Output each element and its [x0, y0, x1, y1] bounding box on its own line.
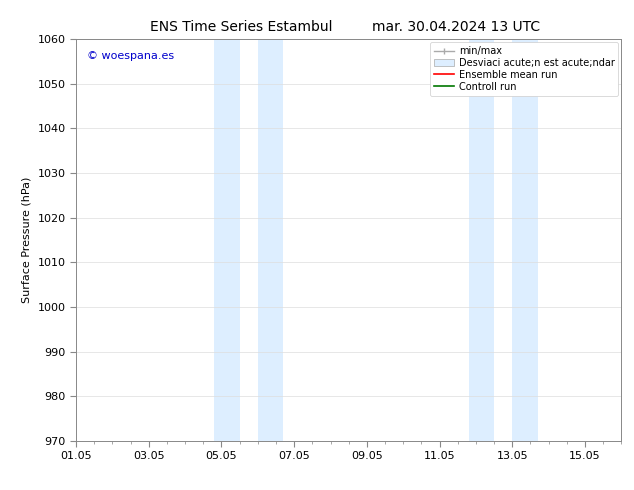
Bar	[512, 39, 538, 441]
Bar	[469, 39, 494, 441]
Text: © woespana.es: © woespana.es	[87, 51, 174, 61]
Text: ENS Time Series Estambul: ENS Time Series Estambul	[150, 20, 332, 34]
Bar	[258, 39, 283, 441]
Text: mar. 30.04.2024 13 UTC: mar. 30.04.2024 13 UTC	[372, 20, 541, 34]
Legend: min/max, Desviaci acute;n est acute;ndar, Ensemble mean run, Controll run: min/max, Desviaci acute;n est acute;ndar…	[430, 42, 618, 96]
Y-axis label: Surface Pressure (hPa): Surface Pressure (hPa)	[22, 177, 32, 303]
Bar	[214, 39, 240, 441]
